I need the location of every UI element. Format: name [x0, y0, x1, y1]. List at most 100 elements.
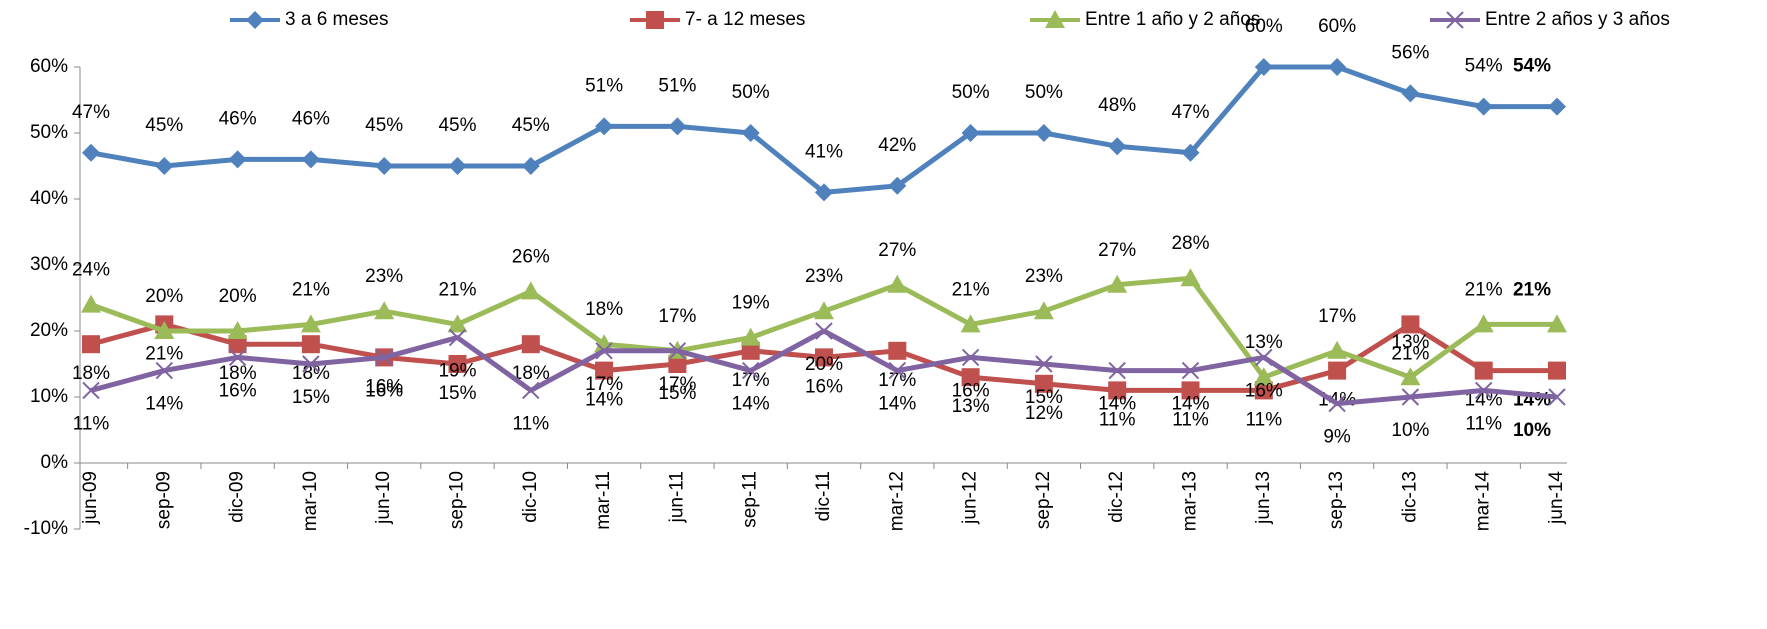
- data-label: 41%: [805, 141, 843, 162]
- marker: [1034, 374, 1053, 393]
- marker: [1473, 314, 1494, 333]
- data-label: 16%: [952, 380, 990, 401]
- data-label: 18%: [585, 299, 623, 320]
- marker: [595, 342, 613, 360]
- marker: [228, 335, 247, 354]
- marker: [1548, 97, 1566, 116]
- data-label: 11%: [1099, 409, 1136, 430]
- marker: [82, 143, 100, 162]
- data-label: 16%: [365, 376, 403, 397]
- marker: [888, 176, 907, 195]
- data-label: 50%: [952, 82, 990, 103]
- marker: [1474, 381, 1493, 400]
- data-label: 14%: [145, 394, 183, 415]
- x-tick-label: dic-13: [1399, 471, 1420, 523]
- data-label: 20%: [219, 286, 257, 307]
- data-label: 16%: [1245, 380, 1283, 401]
- legend-label: Entre 2 años y 3 años: [1485, 9, 1670, 30]
- marker: [668, 117, 687, 136]
- marker: [155, 361, 174, 380]
- marker: [1328, 58, 1347, 76]
- x-tick-label: sep-09: [153, 471, 174, 529]
- data-label: 45%: [512, 115, 550, 136]
- data-label: 11%: [73, 413, 110, 434]
- data-label: 15%: [1025, 387, 1063, 408]
- marker: [668, 342, 687, 360]
- marker: [228, 348, 247, 367]
- data-label: 21%: [952, 279, 990, 300]
- marker: [960, 314, 981, 333]
- marker: [1474, 361, 1493, 380]
- data-label: 15%: [658, 383, 696, 404]
- data-label: 21%: [1391, 343, 1429, 364]
- marker: [228, 150, 247, 169]
- data-label: 17%: [732, 370, 770, 391]
- data-label: 45%: [145, 115, 183, 136]
- data-label: 11%: [1172, 409, 1209, 430]
- x-tick-label: jun-10: [373, 471, 394, 525]
- data-label: 17%: [658, 374, 696, 395]
- marker: [668, 355, 687, 373]
- y-tick-label: 10%: [30, 386, 68, 407]
- marker: [1253, 367, 1274, 386]
- marker: [595, 117, 614, 136]
- data-label: 47%: [1171, 102, 1209, 123]
- marker: [1035, 355, 1053, 373]
- data-label: 14%: [732, 394, 770, 415]
- data-label: 51%: [658, 75, 696, 96]
- data-label: 11%: [1465, 413, 1502, 434]
- data-label: 14%: [878, 394, 916, 415]
- marker: [1400, 367, 1421, 386]
- data-label: 11%: [1245, 409, 1282, 430]
- marker: [961, 368, 980, 387]
- marker: [520, 281, 541, 300]
- marker: [1547, 314, 1567, 333]
- x-tick-label: mar-14: [1473, 471, 1494, 532]
- marker: [375, 157, 394, 175]
- marker: [1108, 381, 1127, 400]
- data-label: 42%: [878, 135, 916, 156]
- marker: [302, 355, 320, 373]
- marker: [82, 335, 100, 354]
- data-label: 23%: [805, 266, 843, 287]
- data-label: 17%: [878, 370, 916, 391]
- y-tick-label: 30%: [30, 254, 68, 275]
- marker: [1107, 274, 1128, 293]
- marker: [1328, 394, 1346, 413]
- marker: [1045, 10, 1065, 28]
- marker: [1401, 84, 1420, 103]
- marker: [522, 381, 540, 400]
- marker: [815, 348, 833, 367]
- marker: [741, 361, 760, 380]
- data-label: 27%: [1098, 240, 1136, 261]
- marker: [1446, 11, 1464, 29]
- data-label: 54%: [1513, 56, 1551, 77]
- data-label: 15%: [438, 383, 476, 404]
- data-label: 19%: [438, 361, 476, 382]
- marker: [646, 11, 664, 29]
- marker: [1108, 137, 1127, 156]
- data-label: 24%: [72, 260, 110, 281]
- marker: [1034, 124, 1053, 142]
- x-tick-label: mar-13: [1180, 471, 1201, 531]
- x-tick-label: jun-11: [666, 471, 687, 523]
- y-tick-label: 20%: [30, 320, 68, 341]
- x-tick-label: sep-10: [447, 471, 468, 529]
- marker: [448, 157, 467, 175]
- marker: [1108, 361, 1126, 380]
- data-label: 45%: [365, 115, 403, 136]
- marker: [888, 341, 907, 360]
- marker: [448, 328, 467, 347]
- data-label: 21%: [1465, 279, 1503, 300]
- marker: [521, 157, 540, 175]
- marker: [814, 301, 834, 320]
- x-tick-label: sep-12: [1033, 471, 1054, 529]
- marker: [300, 314, 321, 333]
- data-label: 12%: [1025, 403, 1063, 424]
- marker: [815, 322, 833, 340]
- data-label: 23%: [1025, 266, 1063, 287]
- data-label: 10%: [1513, 420, 1551, 441]
- data-label: 11%: [512, 413, 549, 434]
- data-label: 17%: [1318, 306, 1356, 327]
